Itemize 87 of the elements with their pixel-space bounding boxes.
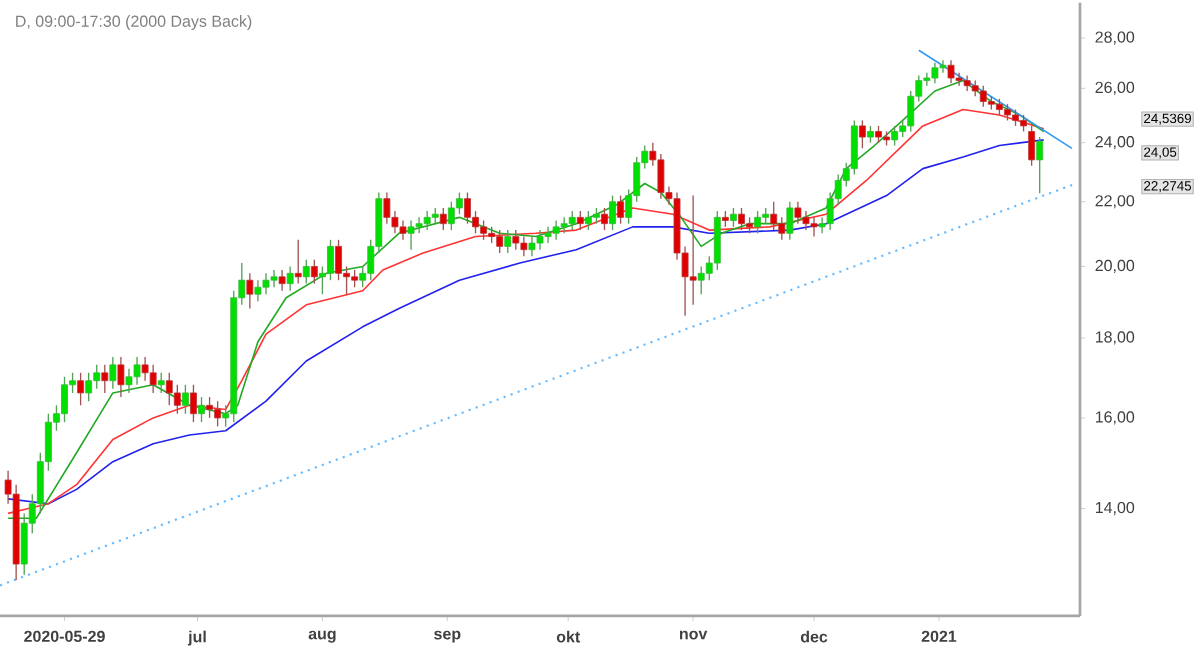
candlestick bbox=[617, 194, 625, 225]
candlestick bbox=[536, 229, 544, 251]
candlestick bbox=[947, 59, 955, 84]
candlestick bbox=[214, 400, 222, 428]
candlestick bbox=[697, 265, 705, 295]
candlestick bbox=[439, 207, 447, 231]
candlestick bbox=[383, 191, 391, 225]
candlestick bbox=[254, 279, 262, 302]
candlestick bbox=[286, 265, 294, 292]
candlestick bbox=[294, 239, 302, 285]
candlestick bbox=[528, 235, 536, 257]
x-tick-label: aug bbox=[308, 630, 336, 643]
candlestick bbox=[778, 216, 786, 241]
candlestick bbox=[335, 239, 342, 281]
candlestick bbox=[520, 235, 528, 257]
candlestick bbox=[246, 272, 254, 310]
candlestick bbox=[770, 201, 778, 231]
candlestick bbox=[447, 201, 455, 231]
candlestick bbox=[173, 384, 181, 415]
candlestick bbox=[181, 384, 189, 415]
candlestick bbox=[568, 210, 576, 231]
candlestick bbox=[407, 219, 415, 251]
candlestick bbox=[891, 125, 899, 147]
y-tick-label: 16,00 bbox=[1095, 411, 1135, 425]
y-tick-label: 18,00 bbox=[1095, 331, 1135, 345]
y-tick-label: 24,00 bbox=[1095, 136, 1135, 150]
candlestick bbox=[738, 207, 745, 231]
candlestick bbox=[149, 364, 157, 394]
candlestick bbox=[584, 210, 592, 231]
candlestick bbox=[512, 229, 520, 251]
candlestick bbox=[206, 396, 213, 419]
y-tick-label: 20,00 bbox=[1095, 259, 1135, 274]
candlestick bbox=[270, 269, 278, 288]
x-tick-label: nov bbox=[679, 630, 708, 640]
candlestick bbox=[198, 396, 205, 423]
candlestick bbox=[101, 364, 109, 394]
candlestick bbox=[802, 210, 810, 231]
candlestick bbox=[93, 364, 101, 390]
y-tick-label: 26,00 bbox=[1095, 81, 1135, 95]
x-tick-label: 2020-05-29 bbox=[24, 630, 105, 642]
candlestick bbox=[963, 74, 971, 92]
candlestick bbox=[117, 356, 125, 398]
candlestick bbox=[302, 258, 310, 285]
candlestick bbox=[730, 207, 737, 228]
text: D, 09:00-17:30 (2000 Days Back) bbox=[16, 15, 252, 31]
candlestick bbox=[850, 119, 858, 176]
candlestick bbox=[1036, 136, 1044, 194]
x-tick-label: jul bbox=[187, 630, 206, 646]
candlestick bbox=[262, 272, 270, 295]
candlestick bbox=[544, 226, 552, 244]
candlestick bbox=[77, 372, 85, 406]
candlestick bbox=[157, 372, 165, 394]
candlestick bbox=[810, 216, 818, 238]
candlestick bbox=[713, 210, 721, 271]
candlestick bbox=[504, 229, 512, 254]
y-tick-label: 14,00 bbox=[1095, 501, 1135, 516]
x-tick-label: dec bbox=[800, 630, 828, 643]
candlestick bbox=[278, 269, 286, 292]
candlestick bbox=[464, 191, 471, 225]
candlestick bbox=[109, 356, 117, 390]
candlestick bbox=[310, 258, 318, 285]
candlestick bbox=[552, 219, 560, 241]
candlestick bbox=[576, 210, 584, 231]
candlestick bbox=[931, 62, 939, 84]
candlestick bbox=[399, 219, 407, 241]
y-tick-label: 22,00 bbox=[1095, 195, 1135, 209]
candlestick bbox=[609, 194, 616, 231]
y-tick-label: 28,00 bbox=[1095, 31, 1135, 45]
candlestick bbox=[190, 384, 197, 423]
candlestick bbox=[423, 210, 431, 231]
candlestick bbox=[979, 85, 987, 108]
candlestick bbox=[858, 119, 866, 150]
candlestick bbox=[165, 372, 173, 406]
candlestick bbox=[754, 210, 762, 234]
candlestick bbox=[496, 229, 504, 254]
candlestick bbox=[327, 239, 334, 281]
candlestick bbox=[794, 201, 802, 225]
candlestick bbox=[786, 201, 794, 241]
candlestick bbox=[61, 376, 68, 423]
candlestick bbox=[601, 207, 608, 231]
candlestick bbox=[85, 372, 93, 402]
x-tick-label: okt bbox=[556, 630, 581, 643]
candlestick bbox=[1028, 125, 1036, 167]
candlestick bbox=[133, 356, 141, 386]
candlestick bbox=[480, 219, 488, 241]
x-tick-label: sep bbox=[434, 630, 461, 643]
x-tick-label: 2021 bbox=[921, 630, 957, 642]
